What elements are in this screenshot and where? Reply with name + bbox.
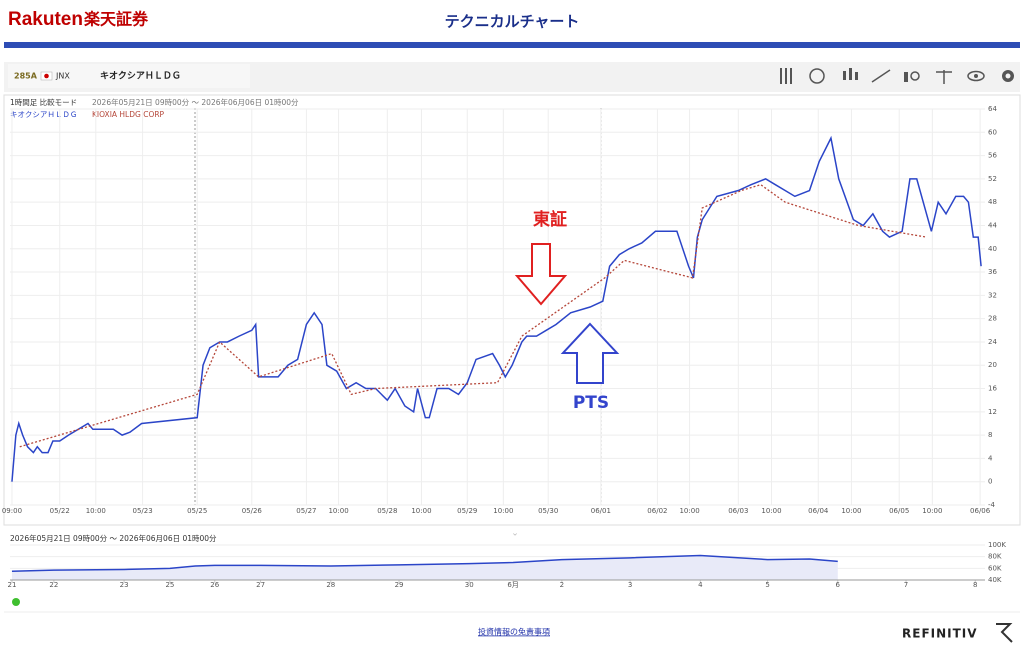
- x-tick-label: 06/04: [808, 507, 829, 515]
- x-tick-label: 10:00: [761, 507, 781, 515]
- x-tick-label: 28: [326, 581, 335, 589]
- y-tick-label: 24: [988, 338, 997, 346]
- x-tick-label: 7: [904, 581, 908, 589]
- chart-frame: [3, 94, 1021, 526]
- brand-jp[interactable]: 楽天証券: [83, 10, 149, 29]
- x-tick-label: 2: [560, 581, 564, 589]
- x-tick-label: 8: [973, 581, 977, 589]
- x-tick-label: 23: [120, 581, 129, 589]
- x-tick-label: 3: [628, 581, 632, 589]
- y-tick-label: 44: [988, 221, 997, 229]
- x-tick-label: 06/03: [728, 507, 748, 515]
- x-tick-label: 06/06: [970, 507, 991, 515]
- x-tick-label: 05/28: [377, 507, 397, 515]
- x-tick-label: 06/05: [889, 507, 909, 515]
- y-tick-label: 60K: [988, 564, 1002, 572]
- page-title: テクニカルチャート: [445, 13, 580, 31]
- vendor-logo: REFINITIV: [902, 627, 978, 641]
- chart-range: 2026年05月21日 09時00分 ～ 2026年06月06日 01時00分: [92, 97, 299, 107]
- x-tick-label: 10:00: [493, 507, 513, 515]
- exchange: JNX: [55, 72, 70, 81]
- x-tick-label: 27: [256, 581, 265, 589]
- symbol-code: 285A: [14, 72, 38, 81]
- disclaimer-link[interactable]: 投資情報の免責事項: [478, 627, 550, 637]
- x-tick-label: 10:00: [86, 507, 106, 515]
- y-tick-label: 80K: [988, 553, 1002, 561]
- y-tick-label: 8: [988, 431, 992, 439]
- header-bar: [4, 42, 1020, 48]
- y-tick-label: 60: [988, 128, 997, 136]
- y-tick-label: 56: [988, 152, 997, 160]
- y-tick-label: 48: [988, 198, 997, 206]
- y-tick-label: 16: [988, 385, 997, 393]
- x-tick-label: 05/29: [457, 507, 477, 515]
- x-tick-label: 22: [49, 581, 58, 589]
- collapse-toggle[interactable]: ⌄: [511, 529, 519, 539]
- legend-entry: キオクシアＨＬＤＧ: [10, 110, 77, 119]
- x-tick-label: 25: [165, 581, 174, 589]
- chart-subtitle: 1時間足 比較モード: [10, 97, 77, 107]
- y-tick-label: 36: [988, 268, 997, 276]
- arrow-up: [560, 322, 620, 384]
- x-tick-label: 21: [7, 581, 16, 589]
- x-tick-label: 09:00: [2, 507, 22, 515]
- x-tick-label: 5: [765, 581, 769, 589]
- x-tick-label: 10:00: [922, 507, 942, 515]
- annotation: 東証: [533, 209, 567, 230]
- x-tick-label: 05/30: [538, 507, 558, 515]
- y-tick-label: 0: [988, 478, 992, 486]
- x-tick-label: 10:00: [328, 507, 348, 515]
- brand[interactable]: Rakuten: [8, 9, 83, 30]
- flag-dot: [44, 73, 49, 79]
- toolbar-icons[interactable]: [780, 68, 1014, 84]
- x-tick-label: 05/27: [296, 507, 316, 515]
- y-tick-label: 52: [988, 175, 997, 183]
- annotation: PTS: [573, 393, 609, 413]
- navigator-line: [11, 554, 838, 572]
- y-tick-label: 12: [988, 408, 997, 416]
- x-tick-label: 4: [698, 581, 703, 589]
- y-tick-label: 100K: [988, 541, 1006, 549]
- y-tick-label: 32: [988, 291, 997, 299]
- series-line: [11, 135, 982, 482]
- x-tick-label: 05/23: [133, 507, 153, 515]
- x-tick-label: 26: [210, 581, 219, 589]
- y-tick-label: -4: [988, 501, 996, 509]
- y-tick-label: 28: [988, 315, 997, 323]
- y-tick-label: 40K: [988, 576, 1002, 584]
- x-tick-label: 05/26: [242, 507, 263, 515]
- series-line: [19, 183, 927, 448]
- x-tick-label: 30: [465, 581, 474, 589]
- y-tick-label: 4: [988, 454, 993, 462]
- x-tick-label: 10:00: [679, 507, 699, 515]
- arrow-down: [514, 243, 568, 306]
- x-tick-label: 29: [395, 581, 404, 589]
- y-tick-label: 64: [988, 105, 997, 113]
- y-tick-label: 20: [988, 361, 997, 369]
- navigator-area: [11, 555, 838, 580]
- x-tick-label: 05/25: [187, 507, 207, 515]
- symbol-name: キオクシアＨＬＤＧ: [100, 71, 181, 82]
- navigator-range: 2026年05月21日 09時00分 ～ 2026年06月06日 01時00分: [10, 533, 217, 543]
- x-tick-label: 10:00: [411, 507, 431, 515]
- x-tick-label: 06/01: [591, 507, 611, 515]
- legend-entry: KIOXIA HLDG CORP: [92, 110, 165, 119]
- x-tick-label: 06/02: [647, 507, 667, 515]
- x-tick-label: 05/22: [50, 507, 70, 515]
- y-tick-label: 40: [988, 245, 997, 253]
- x-tick-label: 6月: [507, 581, 518, 589]
- status-dot: [12, 598, 20, 606]
- x-tick-label: 6: [836, 581, 841, 589]
- vendor-mark: [996, 623, 1013, 643]
- x-tick-label: 10:00: [841, 507, 861, 515]
